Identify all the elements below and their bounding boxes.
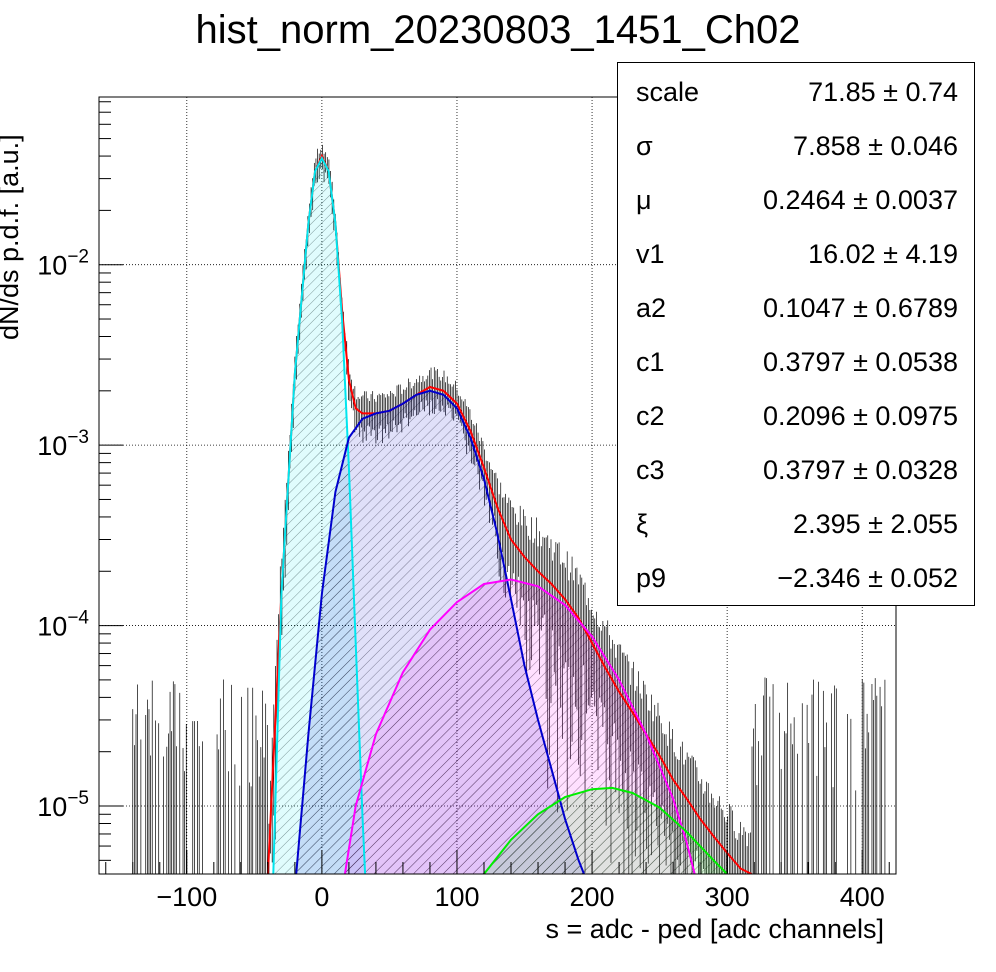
fit-curve: [272, 155, 367, 874]
stat-row: p9 −2.346 ± 0.052: [618, 551, 976, 605]
stat-row: σ 7.858 ± 0.046: [618, 119, 976, 173]
y-axis-label: dN/ds p.d.f. [a.u.]: [0, 134, 24, 340]
stat-row: μ 0.2464 ± 0.0037: [618, 173, 976, 227]
y-tick-label: 10−4: [37, 608, 89, 642]
stat-value: 7.858 ± 0.046: [793, 131, 958, 161]
stat-value: 71.85 ± 0.74: [808, 77, 958, 107]
x-tick-label: 200: [570, 882, 615, 912]
component-fills: [273, 158, 728, 874]
stat-value: 0.3797 ± 0.0328: [763, 455, 958, 485]
stat-row: scale 71.85 ± 0.74: [618, 65, 976, 119]
stat-row: ξ 2.395 ± 2.055: [618, 497, 976, 551]
stat-row: a2 0.1047 ± 0.6789: [618, 281, 976, 335]
stat-name: σ: [636, 131, 653, 161]
x-tick-label: −100: [156, 882, 217, 912]
stat-row: v1 16.02 ± 4.19: [618, 227, 976, 281]
stat-name: a2: [636, 293, 667, 323]
y-tick-label: 10−2: [37, 247, 89, 281]
x-tick-label: 0: [314, 882, 329, 912]
stat-value: 0.1047 ± 0.6789: [763, 293, 958, 323]
stat-name: v1: [636, 239, 665, 269]
x-tick-label: 400: [840, 882, 885, 912]
fit-curve: [483, 786, 728, 874]
fit-curves: [266, 153, 752, 874]
x-tick-label: 300: [705, 882, 750, 912]
stat-value: 0.2096 ± 0.0975: [763, 401, 958, 431]
series-hatch-fill: [484, 787, 728, 874]
stat-name: p9: [636, 563, 667, 593]
stat-name: c1: [636, 347, 665, 377]
stats-box: scale 71.85 ± 0.74 σ 7.858 ± 0.046 μ 0.2464…: [617, 62, 975, 606]
stat-name: scale: [636, 77, 700, 107]
chart-title: hist_norm_20230803_1451_Ch02: [195, 8, 801, 52]
stat-name: μ: [636, 185, 652, 215]
x-tick-label: 100: [434, 882, 479, 912]
y-tick-label: 10−3: [37, 427, 89, 461]
stat-name: c3: [636, 455, 665, 485]
fit-curve: [343, 578, 696, 874]
stat-value: 0.3797 ± 0.0538: [763, 347, 958, 377]
stat-value: 16.02 ± 4.19: [808, 239, 958, 269]
axes: −100 0 100 200 300 400 10−5 10−4 10−3 10−2: [37, 101, 890, 912]
y-tick-label: 10−5: [37, 788, 89, 822]
fit-curve: [295, 389, 585, 874]
stat-value: 0.2464 ± 0.0037: [763, 185, 958, 215]
stat-name: c2: [636, 401, 665, 431]
stat-name: ξ: [636, 509, 649, 539]
stat-value: −2.346 ± 0.052: [777, 563, 958, 593]
x-axis-label: s = adc - ped [adc channels]: [546, 914, 884, 944]
stat-value: 2.395 ± 2.055: [793, 509, 958, 539]
stat-row: c3 0.3797 ± 0.0328: [618, 443, 976, 497]
series-tint-fill: [484, 787, 728, 874]
stat-row: c2 0.2096 ± 0.0975: [618, 389, 976, 443]
stat-row: c1 0.3797 ± 0.0538: [618, 335, 976, 389]
